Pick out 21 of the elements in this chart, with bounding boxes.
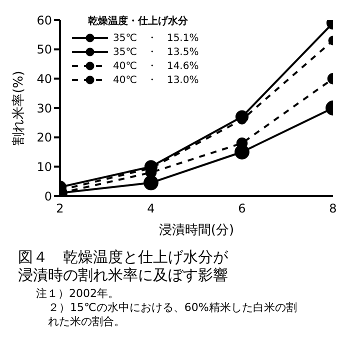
y-tick-label: 20 — [36, 130, 52, 145]
text: 図４ 乾燥温度と仕上げ水分が浸漬時の割れ米率に及ぼす影響 — [18, 248, 229, 284]
y-tick-label: 60 — [36, 13, 52, 28]
y-tick-label: 0 — [44, 189, 52, 204]
x-axis-title: 浸漬時間(分) — [158, 223, 234, 238]
x-tick-label: 4 — [147, 202, 155, 216]
y-tick-label: 30 — [36, 101, 52, 116]
y-tick-label: 10 — [36, 160, 52, 174]
legend-title: 乾燥温度・仕上げ水分 — [88, 14, 189, 28]
legend-label: 35℃ ・ 15.1% — [113, 32, 199, 45]
y-tick-label: 50 — [36, 42, 52, 57]
legend-label: 35℃ ・ 13.5% — [113, 46, 199, 59]
text: 注１）2002年。 — [36, 287, 120, 301]
x-tick-label: 2 — [56, 202, 64, 216]
x-tick-label: 8 — [329, 202, 337, 216]
y-tick-label: 40 — [36, 72, 52, 86]
x-tick-label: 6 — [238, 202, 246, 216]
text: ２）15℃の水中における、60%精米した白米の割れた米の割合。 — [47, 301, 298, 329]
y-axis-title: 割れ米率(%) — [10, 70, 27, 146]
legend-label: 40℃ ・ 13.0% — [113, 74, 199, 87]
legend-label: 40℃ ・ 14.6% — [113, 60, 199, 73]
